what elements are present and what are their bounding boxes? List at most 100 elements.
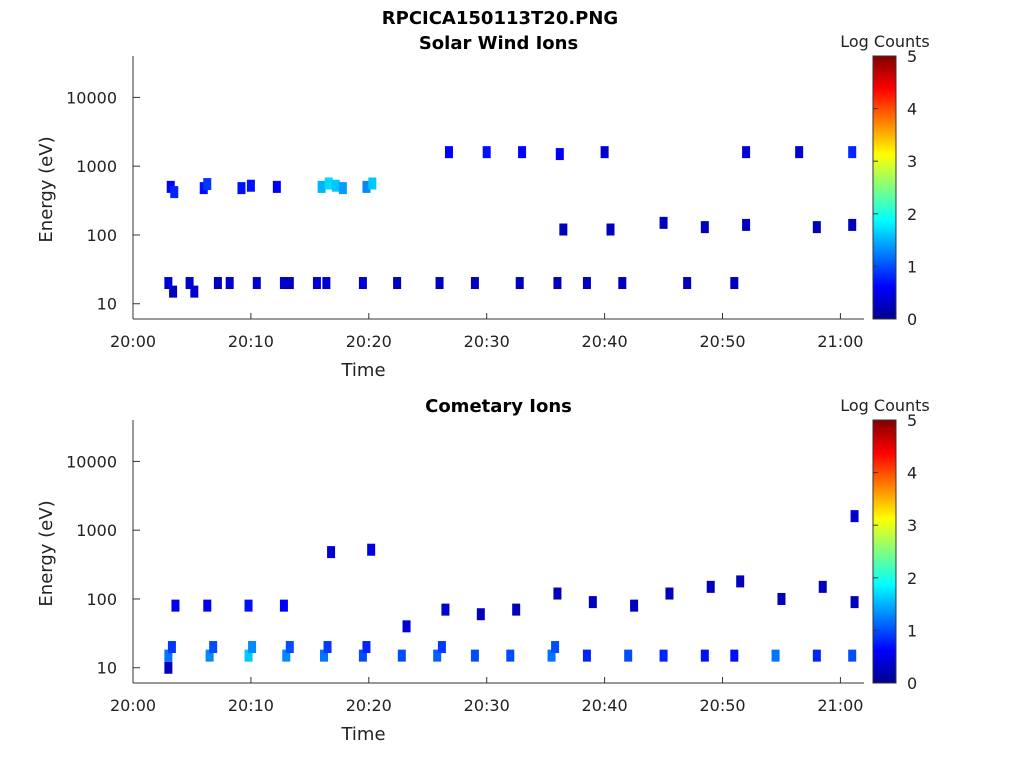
heatmap-cell (323, 641, 332, 654)
y-tick-label: 10000 (66, 88, 117, 107)
heatmap-cell (515, 277, 524, 290)
y-tick-label: 10000 (66, 452, 117, 471)
colorbar-tick-label: 2 (907, 569, 917, 588)
heatmap-cell (209, 641, 218, 654)
heatmap-cell (470, 649, 479, 662)
colorbar-tick-label: 2 (907, 205, 917, 224)
x-tick-label: 20:30 (464, 696, 510, 715)
y-tick-label: 10 (97, 659, 117, 678)
heatmap-cell (312, 277, 321, 290)
heatmap-cell (167, 641, 176, 654)
heatmap-cell (272, 180, 281, 193)
colorbar (872, 419, 897, 684)
x-tick-label: 20:10 (228, 332, 274, 351)
heatmap-cell (551, 641, 560, 654)
heatmap-cell (246, 179, 255, 192)
heatmap-cell (244, 649, 253, 662)
colorbar-tick-label: 3 (907, 152, 917, 171)
colorbar-tick-label: 4 (907, 464, 917, 483)
heatmap-cell (279, 599, 288, 612)
colorbar-tick-label: 5 (907, 411, 917, 430)
heatmap-cell (203, 599, 212, 612)
colorbar (872, 55, 897, 320)
heatmap-cell (285, 641, 294, 654)
heatmap-cell (437, 641, 446, 654)
heatmap-cell (795, 146, 804, 159)
x-tick-label: 20:10 (228, 696, 274, 715)
heatmap-cell (482, 146, 491, 159)
y-axis-label: Energy (eV) (36, 136, 57, 242)
heatmap-cell (433, 649, 442, 662)
colorbar-label: Log Counts (840, 32, 930, 51)
heatmap-cell (706, 580, 715, 593)
heatmap-cell (322, 277, 331, 290)
heatmap-cell (555, 148, 564, 161)
heatmap-cell (362, 180, 371, 193)
x-tick-label: 20:40 (582, 696, 628, 715)
heatmap-cell (736, 575, 745, 588)
heatmap-cell (362, 641, 371, 654)
x-tick-label: 21:00 (817, 332, 863, 351)
heatmap-cell (279, 277, 288, 290)
heatmap-cell (476, 608, 485, 621)
x-tick-label: 20:50 (699, 696, 745, 715)
heatmap-cell (848, 146, 857, 159)
heatmap-cell (742, 218, 751, 231)
heatmap-cell (742, 146, 751, 159)
y-tick-label: 1000 (76, 157, 117, 176)
heatmap-cell (470, 277, 479, 290)
heatmap-cell (393, 277, 402, 290)
heatmap-cell (441, 603, 450, 616)
x-tick-label: 20:40 (582, 332, 628, 351)
heatmap-cell (588, 596, 597, 609)
heatmap-cell (171, 599, 180, 612)
heatmap-cell (730, 277, 739, 290)
heatmap-cell (324, 177, 333, 190)
colorbar-tick-label: 0 (907, 674, 917, 693)
heatmap-cell (730, 649, 739, 662)
heatmap-cell (518, 146, 527, 159)
heatmap-cell (812, 649, 821, 662)
heatmap-cell (327, 546, 336, 559)
heatmap-cell (848, 649, 857, 662)
heatmap-cell (320, 649, 329, 662)
heatmap-cell (812, 221, 821, 234)
x-axis-label: Time (340, 724, 385, 745)
heatmap-cell (397, 649, 406, 662)
heatmap-cell (444, 146, 453, 159)
panel-title: Cometary Ions (425, 396, 572, 417)
x-axis-label: Time (340, 360, 385, 381)
heatmap-cell (547, 649, 556, 662)
heatmap-cell (237, 182, 246, 195)
colorbar-tick-label: 3 (907, 516, 917, 535)
heatmap-cell (683, 277, 692, 290)
heatmap-cell (850, 510, 859, 523)
heatmap-cell (190, 285, 199, 298)
colorbar-label: Log Counts (840, 396, 930, 415)
heatmap-cell (285, 277, 294, 290)
heatmap-cell (777, 592, 786, 605)
heatmap-cell (282, 649, 291, 662)
heatmap-cell (244, 599, 253, 612)
colorbar-tick-label: 5 (907, 47, 917, 66)
heatmap-cell (582, 649, 591, 662)
heatmap-cell (225, 277, 234, 290)
panel-solar-wind-ions: Solar Wind Ions 20:00 20:10 20:20 20:30 20:40… (36, 32, 930, 381)
heatmap-cell (850, 596, 859, 609)
colorbar-tick-label: 1 (907, 621, 917, 640)
colorbar-tick-label: 1 (907, 257, 917, 276)
heatmap-cell (164, 277, 173, 290)
heatmap-cell (338, 182, 347, 195)
heatmap-cell (618, 277, 627, 290)
heatmap-cell (169, 285, 178, 298)
y-axis-label: Energy (eV) (36, 500, 57, 606)
heatmap-cell (848, 218, 857, 231)
heatmap-cell (600, 146, 609, 159)
y-tick-label: 10 (97, 295, 117, 314)
y-tick-label: 100 (86, 226, 117, 245)
heatmap-cell (164, 661, 173, 674)
x-tick-label: 20:00 (110, 696, 156, 715)
x-tick-label: 20:00 (110, 332, 156, 351)
